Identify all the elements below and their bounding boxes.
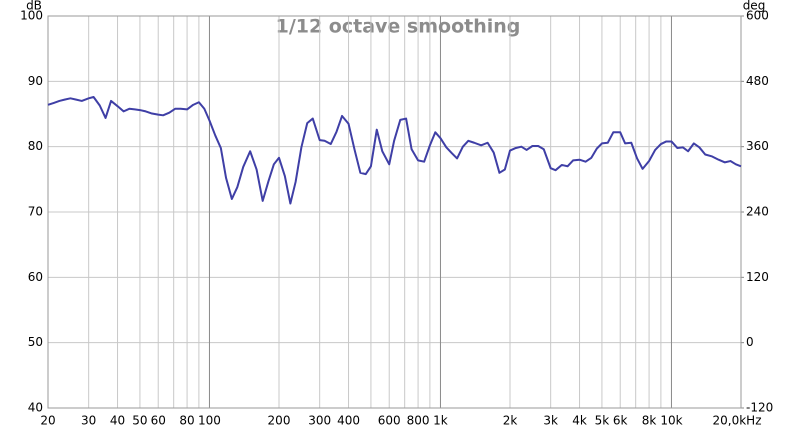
chart-title: 1/12 octave smoothing [276,16,521,38]
y-tick-label: 60 [28,270,43,284]
x-tick-label: 6k [613,414,628,428]
y2-tick-label: 600 [746,9,769,23]
y2-tick-label: 120 [746,270,769,284]
x-tick-label: 1k [433,414,448,428]
y2-tick-label: 360 [746,139,769,153]
x-tick-label: 4k [572,414,587,428]
x-tick-label: 5k [595,414,610,428]
x-tick-label: 100 [198,414,221,428]
y2-axis-label: deg [743,0,766,13]
x-tick-label: 3k [543,414,558,428]
x-tick-label: 80 [179,414,194,428]
x-tick-label: 200 [268,414,291,428]
x-tick-label: 300 [308,414,331,428]
x-tick-label: 40 [110,414,125,428]
y2-tick-label: 480 [746,74,769,88]
x-tick-label: 30 [81,414,96,428]
y-axis-label: dB [26,0,42,13]
plot-border [47,15,742,409]
x-tick-label: 20,0kHz [713,414,762,428]
y-tick-label: 100 [20,9,43,23]
y-tick-label: 80 [28,139,43,153]
x-tick-label: 20 [40,414,55,428]
y2-tick-label: 0 [746,335,754,349]
x-tick-label: 60 [151,414,166,428]
y-tick-label: 70 [28,205,43,219]
y2-tick-label: 240 [746,205,769,219]
x-tick-label: 800 [407,414,430,428]
x-tick-label: 10k [660,414,682,428]
x-tick-label: 400 [337,414,360,428]
x-tick-label: 2k [503,414,518,428]
x-tick-label: 8k [642,414,657,428]
y-tick-label: 90 [28,74,43,88]
x-tick-label: 600 [378,414,401,428]
y2-tick-label: -120 [746,401,773,415]
response-line [47,96,742,205]
y-tick-label: 40 [28,401,43,415]
x-tick-label: 50 [132,414,147,428]
y-tick-label: 50 [28,335,43,349]
